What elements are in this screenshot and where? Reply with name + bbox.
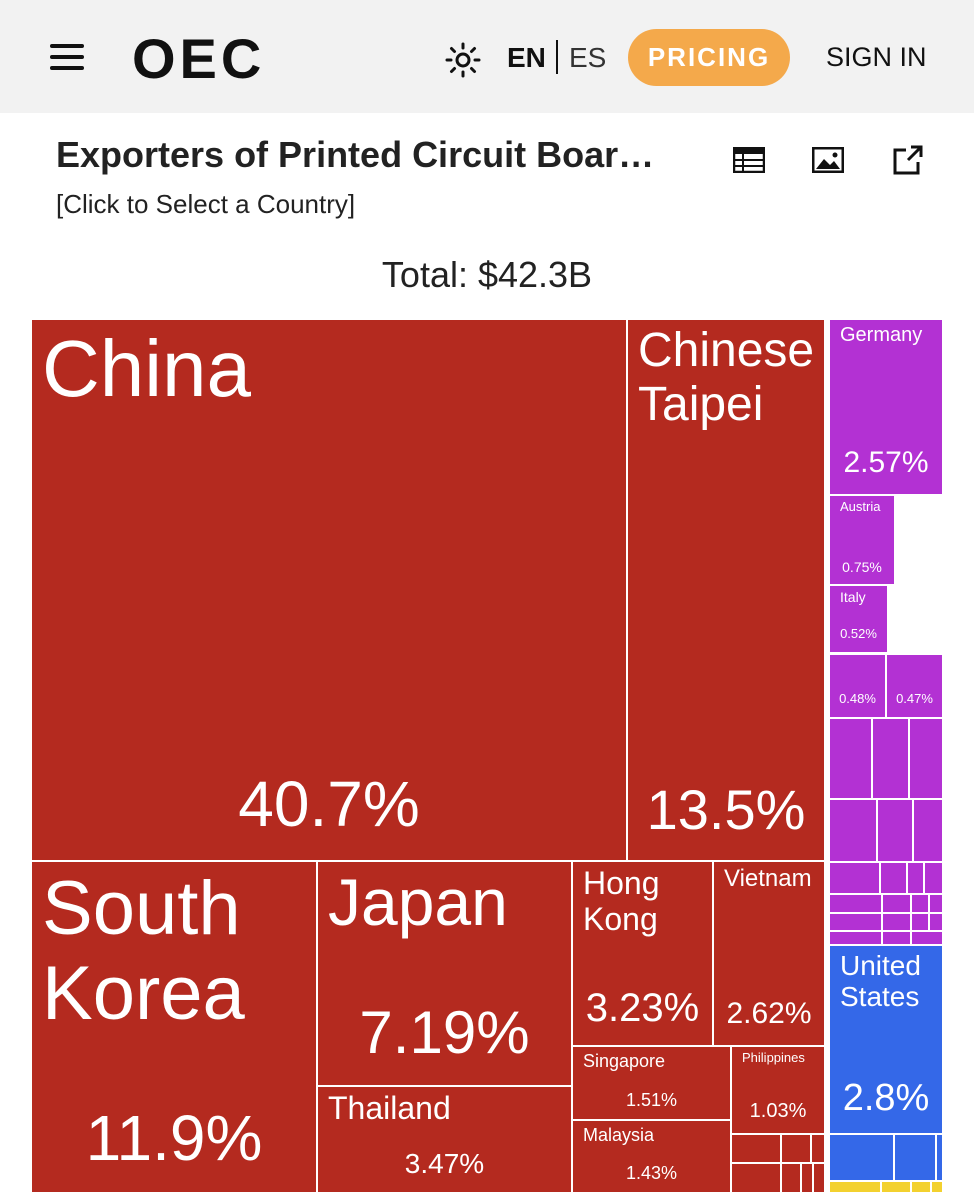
small-cell[interactable] — [732, 1164, 780, 1192]
cell-value: 13.5% — [646, 778, 806, 841]
chart-title: Exporters of Printed Circuit Boar… — [56, 134, 655, 175]
cell-value: 2.8% — [842, 1077, 930, 1119]
small-cell[interactable] — [937, 1135, 942, 1180]
cell-value: 2.62% — [726, 997, 812, 1030]
cell-value: 7.19% — [359, 999, 530, 1066]
cell-value: 1.51% — [625, 1090, 678, 1110]
treemap-cell[interactable]: Hong Kong 3.23% — [573, 862, 712, 1045]
treemap-cell[interactable]: Philippines 1.03% — [732, 1047, 824, 1133]
lang-es[interactable]: ES — [569, 42, 607, 73]
small-cell[interactable] — [830, 914, 881, 930]
small-cell[interactable] — [830, 863, 879, 893]
small-cell[interactable] — [914, 800, 942, 861]
cell-name: United States — [840, 950, 921, 1013]
total-label: Total: $42.3B — [381, 254, 593, 295]
small-cell[interactable] — [910, 719, 942, 798]
treemap-cell[interactable]: Austria 0.75% — [830, 496, 894, 584]
treemap-cell[interactable]: China 40.7% — [32, 320, 626, 860]
small-cell[interactable] — [873, 719, 908, 798]
small-cell[interactable] — [830, 895, 881, 912]
small-cell[interactable] — [895, 1135, 935, 1180]
cell-value: 11.9% — [85, 1102, 263, 1174]
small-cell[interactable] — [830, 932, 881, 944]
treemap-cell[interactable]: Chinese Taipei 13.5% — [628, 320, 824, 860]
cell-value: 40.7% — [238, 768, 420, 840]
logo[interactable]: OEC — [132, 27, 266, 90]
pricing-button[interactable]: PRICING — [628, 29, 790, 86]
cell-value: 2.57% — [843, 446, 929, 479]
cell-value: 3.47% — [404, 1148, 485, 1179]
lang-separator — [556, 40, 558, 74]
menu-icon[interactable] — [50, 44, 84, 72]
table-icon[interactable] — [733, 147, 765, 173]
small-cell[interactable] — [912, 914, 928, 930]
cell-name: Vietnam — [724, 865, 812, 892]
small-cell[interactable] — [881, 863, 906, 893]
small-cell[interactable] — [830, 800, 876, 861]
treemap-cell[interactable]: Germany 2.57% — [830, 320, 942, 494]
top-bar: OEC EN ES PRICING SIGN IN — [0, 0, 974, 113]
cell-name: South Korea — [42, 866, 245, 1037]
treemap-cell[interactable]: Thailand 3.47% — [318, 1087, 571, 1192]
small-cell[interactable] — [912, 895, 928, 912]
small-cell[interactable] — [830, 1182, 880, 1192]
small-cell[interactable] — [802, 1164, 812, 1192]
small-cell[interactable] — [930, 895, 942, 912]
cell-value: 1.03% — [749, 1100, 807, 1122]
small-cell[interactable] — [732, 1135, 780, 1162]
sign-in[interactable]: SIGN IN — [826, 42, 927, 72]
treemap-cell[interactable]: 0.47% — [887, 655, 942, 717]
cell-value: 0.75% — [842, 559, 882, 575]
small-cell[interactable] — [878, 800, 912, 861]
cell-value: 3.23% — [585, 986, 700, 1030]
treemap-cell[interactable]: South Korea 11.9% — [32, 862, 316, 1192]
small-cell[interactable] — [908, 863, 923, 893]
treemap-cell[interactable]: Italy 0.52% — [830, 586, 887, 652]
cell-name: Germany — [840, 324, 923, 346]
cell-name: China — [42, 324, 252, 413]
cell-name: Singapore — [583, 1051, 666, 1071]
cell-value: 1.43% — [625, 1163, 678, 1183]
cell-value: 0.47% — [896, 691, 933, 706]
cell-name: Malaysia — [583, 1125, 655, 1145]
treemap-cell[interactable]: 0.48% — [830, 655, 885, 717]
small-cell[interactable] — [912, 1182, 930, 1192]
cell-name: Hong Kong — [583, 865, 660, 937]
treemap-cell[interactable]: Singapore 1.51% — [573, 1047, 730, 1119]
small-cell[interactable] — [830, 1135, 893, 1180]
cell-name: Japan — [328, 865, 508, 939]
small-cell[interactable] — [930, 914, 942, 930]
small-cell[interactable] — [883, 895, 910, 912]
lang-en[interactable]: EN — [507, 42, 546, 73]
treemap-cell[interactable]: Malaysia 1.43% — [573, 1121, 730, 1192]
cell-name: Austria — [840, 499, 881, 514]
small-cell[interactable] — [932, 1182, 942, 1192]
share-icon[interactable] — [892, 144, 924, 176]
small-cell[interactable] — [782, 1164, 800, 1192]
cell-name: Chinese Taipei — [638, 324, 815, 431]
small-cell[interactable] — [830, 719, 871, 798]
small-cell[interactable] — [925, 863, 942, 893]
small-cell[interactable] — [814, 1164, 824, 1192]
treemap-cell[interactable]: United States 2.8% — [830, 946, 942, 1133]
treemap-cell[interactable]: Vietnam 2.62% — [714, 862, 824, 1045]
small-cell[interactable] — [883, 932, 910, 944]
small-cell[interactable] — [812, 1135, 824, 1162]
cell-name: Thailand — [328, 1090, 451, 1126]
small-cell[interactable] — [882, 1182, 910, 1192]
cell-value: 0.48% — [839, 691, 876, 706]
image-icon[interactable] — [812, 147, 844, 173]
small-cell[interactable] — [912, 932, 942, 944]
small-cell[interactable] — [782, 1135, 810, 1162]
cell-name: Philippines — [742, 1050, 805, 1065]
cell-value: 0.52% — [840, 626, 877, 641]
cell-name: Italy — [840, 589, 866, 605]
small-cell[interactable] — [883, 914, 910, 930]
theme-icon[interactable] — [445, 42, 481, 78]
chart-subtitle[interactable]: [Click to Select a Country] — [56, 189, 356, 219]
treemap-cell[interactable]: Japan 7.19% — [318, 862, 571, 1085]
